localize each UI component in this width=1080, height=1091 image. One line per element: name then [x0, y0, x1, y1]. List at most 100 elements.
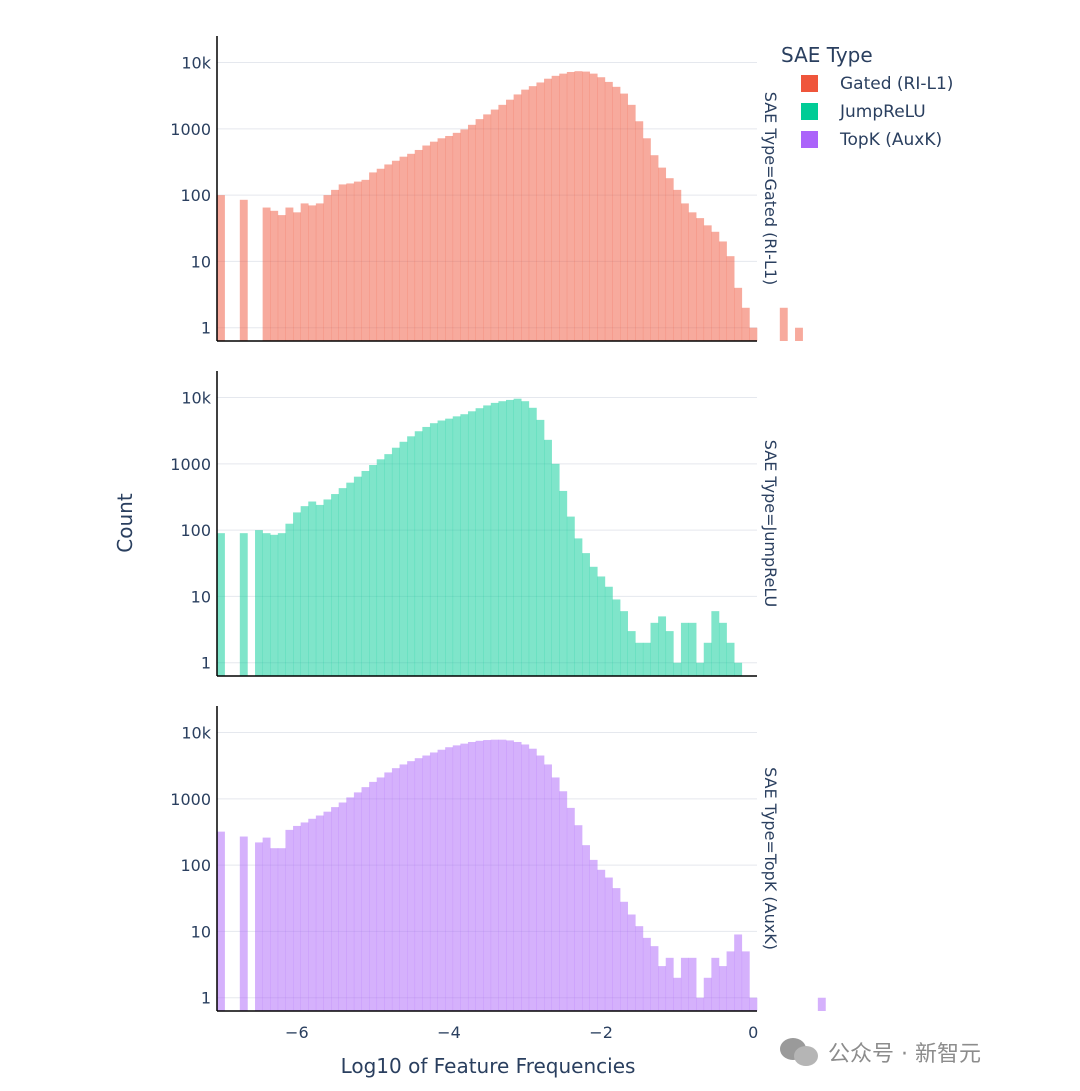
histogram-bar	[293, 512, 301, 676]
histogram-bar	[255, 842, 263, 1011]
histogram-bar	[338, 802, 347, 1011]
histogram-bar	[589, 566, 598, 676]
y-tick-label: 10	[191, 922, 211, 941]
histogram-bar	[506, 740, 514, 1011]
histogram-bar	[696, 662, 705, 676]
histogram-bar	[407, 761, 416, 1011]
histogram-bar	[680, 957, 689, 1011]
histogram-bar	[429, 141, 438, 341]
histogram-bar	[536, 755, 545, 1011]
histogram-bar	[726, 256, 735, 341]
x-tick-label: −4	[437, 1023, 461, 1042]
histogram-bar	[635, 642, 644, 676]
histogram-bar	[544, 78, 552, 341]
histogram-bar	[391, 768, 400, 1011]
facet-label: SAE Type=JumpReLU	[761, 440, 780, 607]
histogram-bar	[711, 611, 720, 676]
histogram-bar	[414, 758, 423, 1011]
histogram-bar	[300, 203, 309, 341]
histogram-bar	[308, 205, 317, 341]
legend-item[interactable]: Gated (RI-L1)	[801, 74, 953, 94]
legend-label: TopK (AuxK)	[839, 130, 942, 150]
histogram-bar	[582, 71, 590, 341]
histogram-bar	[604, 877, 613, 1011]
histogram-bar	[566, 516, 575, 676]
histogram-bar	[285, 523, 294, 676]
histogram-bar	[551, 777, 560, 1011]
histogram-bar	[277, 848, 286, 1011]
histogram-bar	[452, 132, 461, 341]
histogram-bar	[338, 184, 347, 341]
histogram-bar	[566, 807, 575, 1011]
histogram-bar	[665, 178, 674, 341]
histogram-bar	[293, 212, 301, 341]
histogram-bar	[559, 791, 568, 1011]
facet-2: 1 10 100 1000 10k SAE Type=JumpReLU	[170, 371, 780, 677]
histogram-bar	[445, 418, 454, 676]
histogram-bar	[331, 494, 339, 676]
histogram-bar	[521, 401, 530, 676]
y-tick-label: 100	[180, 856, 211, 875]
histogram-bar	[323, 499, 332, 676]
histogram-bar	[369, 172, 378, 341]
histogram-bar	[597, 869, 606, 1011]
histogram-bar	[559, 73, 568, 341]
histogram-bar	[384, 164, 393, 341]
x-tick-label: −2	[589, 1023, 613, 1042]
histogram-bar	[521, 744, 530, 1011]
histogram-bar	[315, 504, 324, 676]
histogram-bar	[361, 787, 370, 1011]
legend-item[interactable]: TopK (AuxK)	[801, 130, 942, 150]
histogram-bar	[460, 743, 469, 1011]
y-tick-label: 1	[201, 989, 211, 1008]
histogram-bar	[369, 465, 378, 676]
histogram-bar	[391, 160, 400, 341]
histogram-bar	[680, 203, 689, 341]
histogram-bar	[589, 859, 598, 1011]
histogram-bar	[308, 501, 317, 676]
histogram-bar	[703, 642, 712, 676]
histogram-bar	[544, 764, 552, 1011]
histogram-bar	[277, 533, 286, 676]
histogram-bar	[361, 179, 370, 341]
y-tick-label: 10	[191, 252, 211, 271]
histogram-bar	[422, 755, 431, 1011]
histogram-bar	[460, 129, 469, 341]
histogram-bar	[506, 399, 514, 676]
histogram-bar	[612, 86, 621, 341]
watermark-text: 公众号 · 新智元	[828, 1042, 981, 1067]
histogram-bar	[490, 109, 499, 342]
histogram-bar	[217, 195, 225, 341]
histogram-bar	[620, 901, 629, 1011]
facet-1: 1 10 100 1000 10k SAE Type=Gated (RI-L1)	[170, 36, 803, 342]
histogram-bar	[437, 138, 446, 341]
y-tick-label: 1000	[170, 790, 211, 809]
histogram-bar	[331, 189, 339, 341]
histogram-bar	[741, 951, 750, 1011]
x-tick-label: 0	[748, 1023, 758, 1042]
histogram-bar	[658, 167, 667, 341]
histogram-bar	[650, 622, 659, 676]
x-axis-title: Log10 of Feature Frequencies	[341, 1054, 636, 1078]
histogram-bar	[217, 831, 225, 1011]
histogram-bar	[642, 937, 651, 1011]
histogram-bar	[795, 327, 803, 341]
histogram-bar	[452, 416, 461, 676]
histogram-bar	[650, 155, 659, 341]
histogram-bar	[604, 586, 613, 676]
histogram-bar	[642, 138, 651, 341]
histogram-bar	[582, 553, 590, 676]
histogram-bar	[749, 997, 758, 1011]
histogram-bar	[429, 752, 438, 1011]
histogram-bar	[346, 482, 355, 676]
histogram-bar	[536, 419, 545, 676]
histogram-bar	[407, 436, 416, 676]
histogram-bar	[277, 215, 286, 341]
histogram-bar	[650, 946, 659, 1011]
legend-item[interactable]: JumpReLU	[801, 102, 926, 122]
histogram-bar	[331, 807, 339, 1011]
histogram-bar	[353, 476, 362, 676]
histogram-bar	[483, 114, 492, 342]
histogram-bar	[734, 287, 743, 341]
histogram-bar	[528, 407, 537, 676]
